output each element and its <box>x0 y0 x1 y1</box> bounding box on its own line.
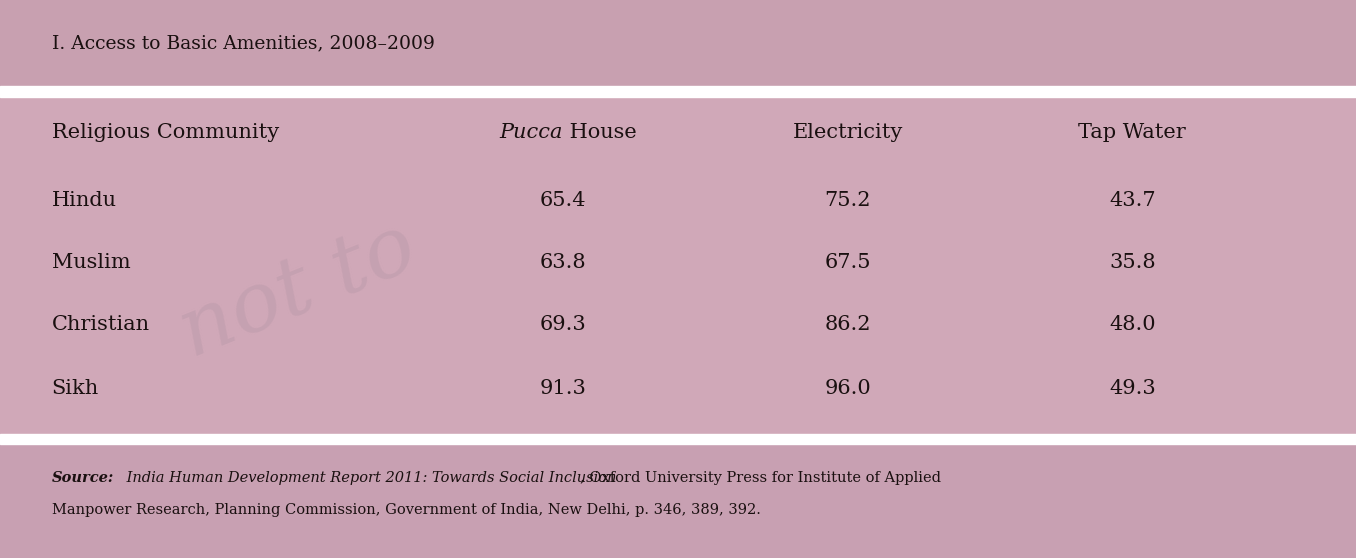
Text: Tap Water: Tap Water <box>1078 123 1186 142</box>
Text: Hindu: Hindu <box>52 190 117 209</box>
Text: 69.3: 69.3 <box>540 315 586 334</box>
Text: 65.4: 65.4 <box>540 190 586 209</box>
Text: Muslim: Muslim <box>52 253 130 272</box>
Text: Manpower Research, Planning Commission, Government of India, New Delhi, p. 346, : Manpower Research, Planning Commission, … <box>52 503 761 517</box>
Text: Sikh: Sikh <box>52 378 99 397</box>
Text: Source:: Source: <box>52 471 114 485</box>
Text: 86.2: 86.2 <box>824 315 871 334</box>
Bar <box>0 86 1356 97</box>
Text: Pucca: Pucca <box>499 123 563 142</box>
Bar <box>0 434 1356 444</box>
Text: 43.7: 43.7 <box>1109 190 1155 209</box>
Text: House: House <box>563 123 636 142</box>
Text: 48.0: 48.0 <box>1109 315 1155 334</box>
Bar <box>0 444 1356 558</box>
Text: 35.8: 35.8 <box>1109 253 1155 272</box>
Text: , Oxford University Press for Institute of Applied: , Oxford University Press for Institute … <box>580 471 941 485</box>
Text: I. Access to Basic Amenities, 2008–2009: I. Access to Basic Amenities, 2008–2009 <box>52 34 434 52</box>
Text: Religious Community: Religious Community <box>52 123 279 142</box>
Text: 63.8: 63.8 <box>540 253 586 272</box>
Text: 67.5: 67.5 <box>824 253 871 272</box>
Text: 96.0: 96.0 <box>824 378 871 397</box>
Text: India Human Development Report 2011: Towards Social Inclusion: India Human Development Report 2011: Tow… <box>122 471 617 485</box>
Text: 75.2: 75.2 <box>824 190 871 209</box>
Bar <box>0 0 1356 86</box>
Text: 49.3: 49.3 <box>1109 378 1155 397</box>
Text: Electricity: Electricity <box>792 123 903 142</box>
Text: Christian: Christian <box>52 315 149 334</box>
Text: 91.3: 91.3 <box>540 378 586 397</box>
Text: not to: not to <box>168 206 428 373</box>
